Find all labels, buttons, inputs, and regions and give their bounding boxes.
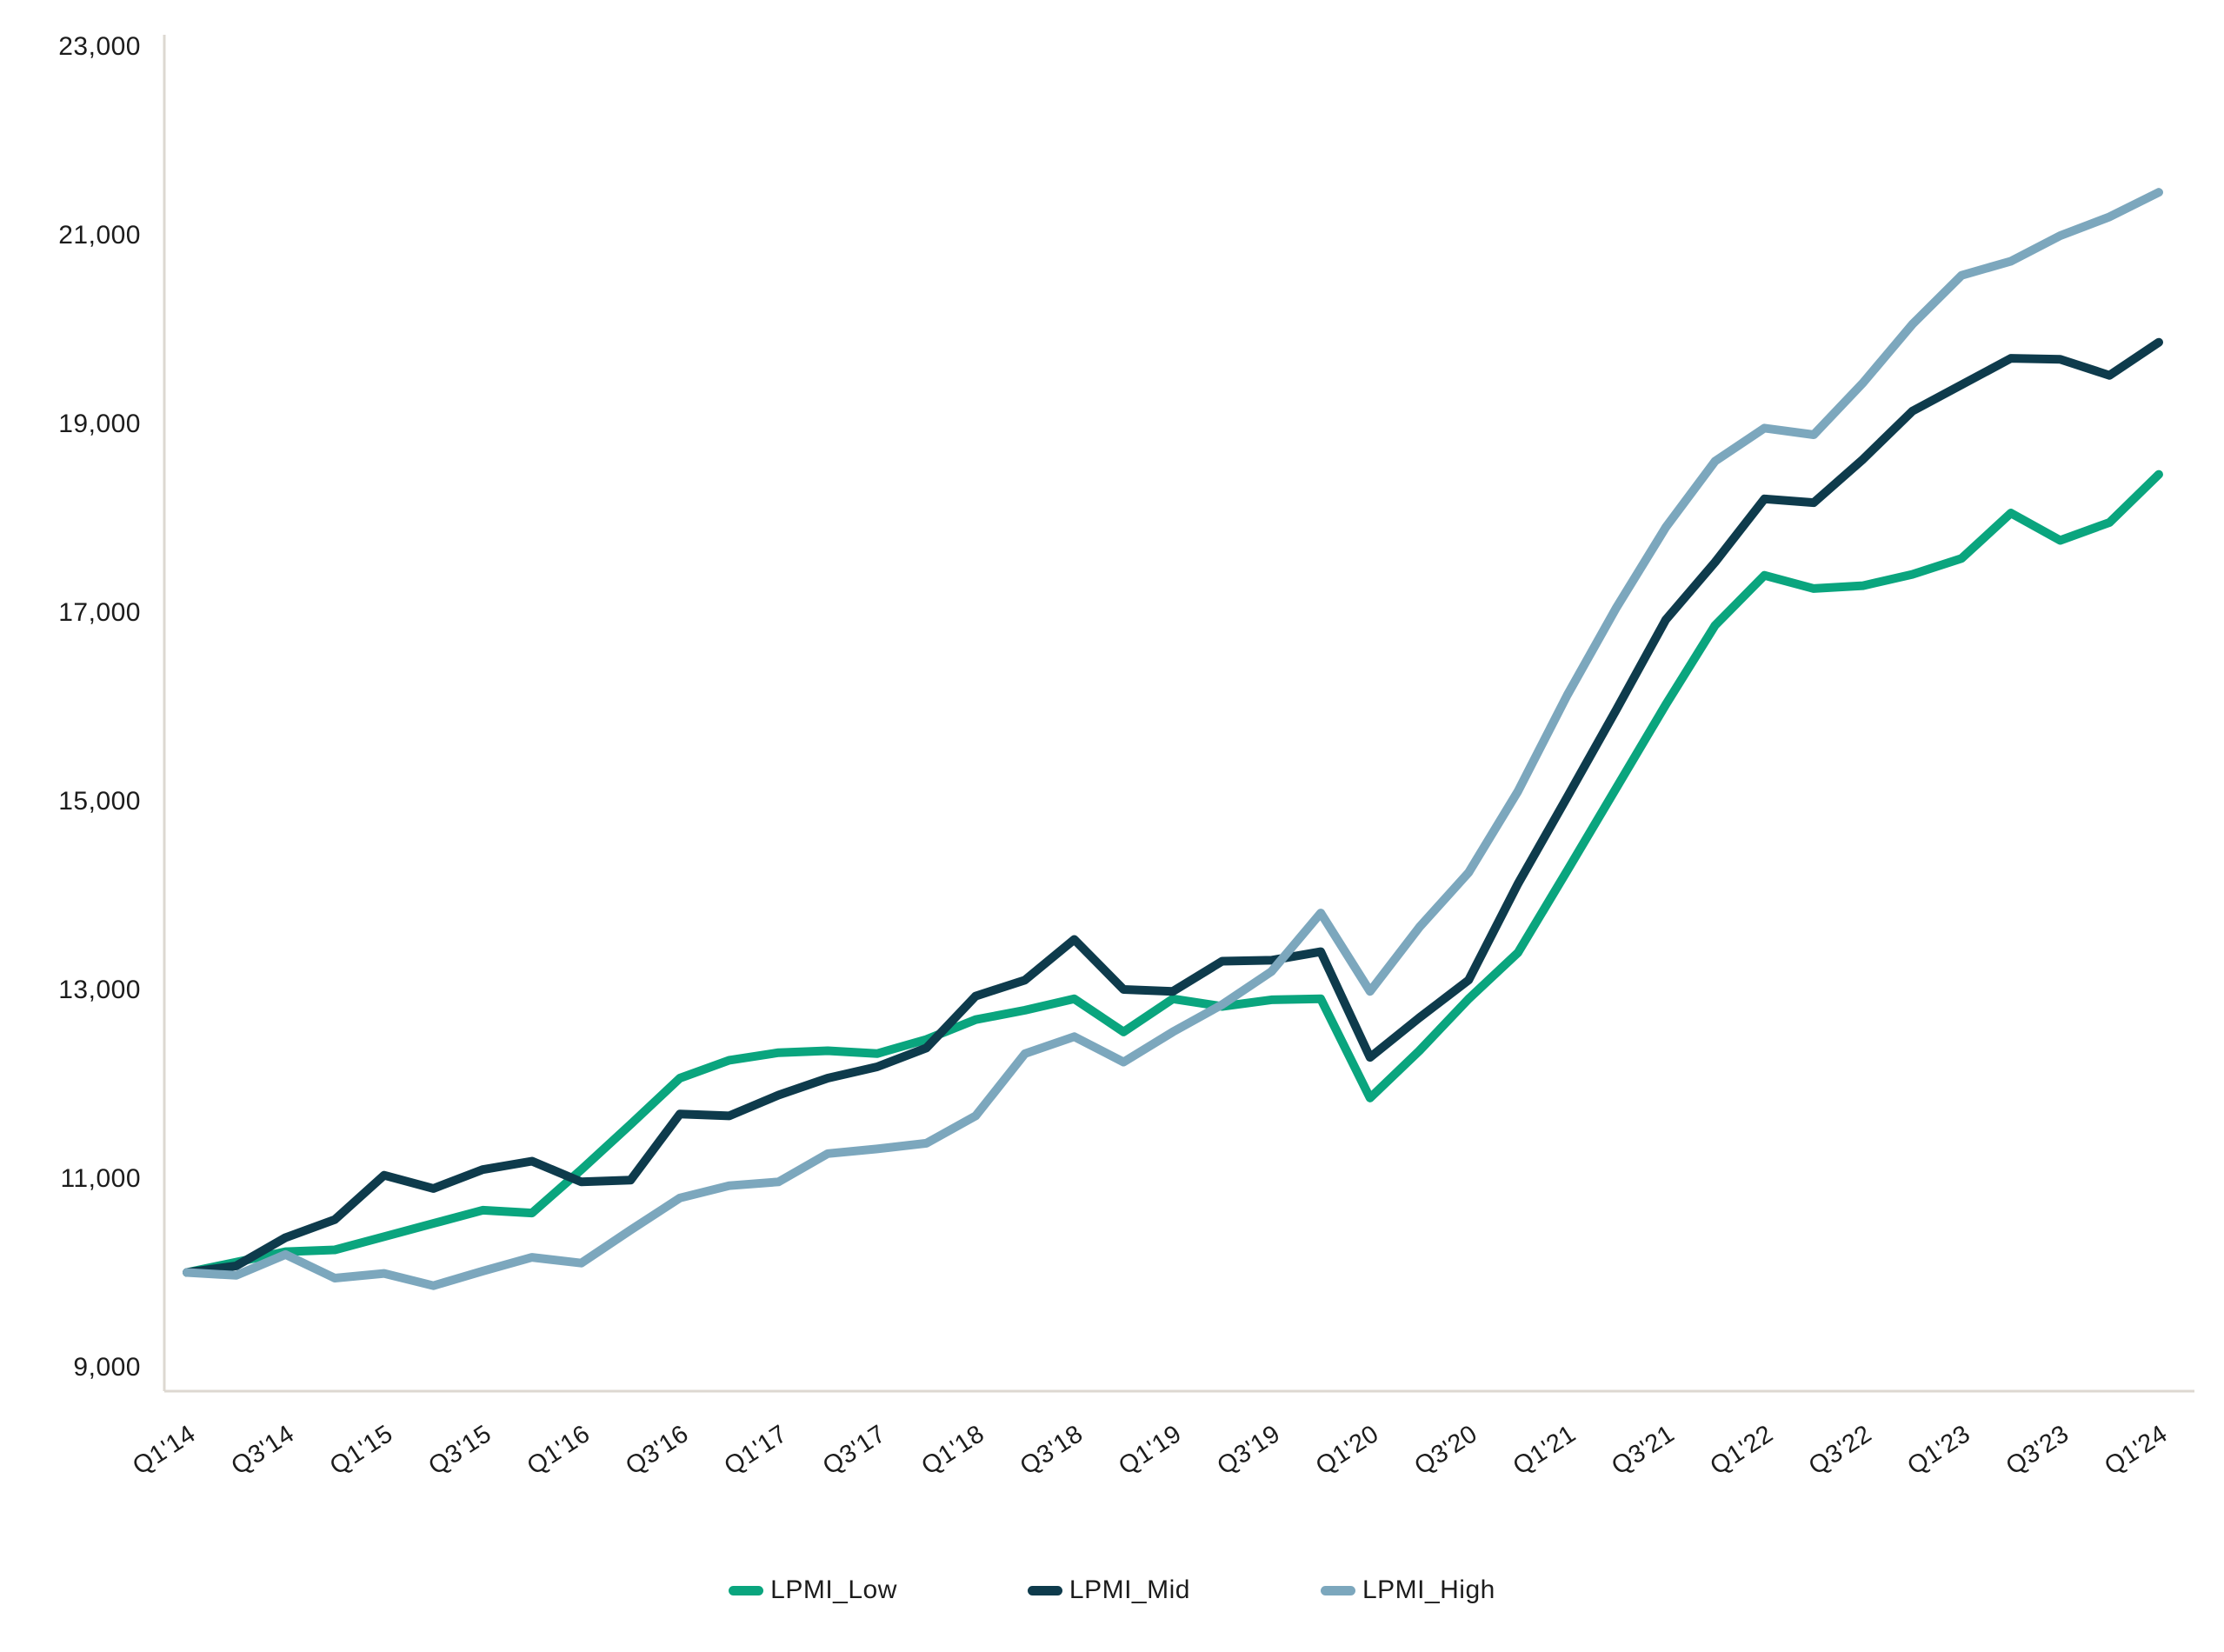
y-axis-label: 11,000 [60, 1164, 141, 1193]
x-axis-label: Q3'17 [818, 1420, 891, 1481]
legend-label: LPMI_High [1362, 1575, 1495, 1604]
x-axis-label: Q3'21 [1607, 1420, 1680, 1481]
y-axis-label: 9,000 [73, 1353, 141, 1382]
legend-swatch-icon [729, 1585, 764, 1595]
legend-item-lpmi_low[interactable]: LPMI_Low [729, 1575, 897, 1605]
x-axis-label: Q1'16 [523, 1420, 596, 1481]
series-line-lpmi_low [183, 470, 2163, 1277]
legend-item-lpmi_mid[interactable]: LPMI_Mid [1027, 1575, 1190, 1605]
x-axis-label: Q3'15 [423, 1420, 496, 1481]
x-axis-label: Q3'18 [1015, 1420, 1089, 1481]
x-axis-label: Q3'20 [1409, 1420, 1482, 1481]
x-axis-label: Q1'20 [1311, 1420, 1384, 1481]
legend-label: LPMI_Low [770, 1575, 897, 1604]
legend-item-lpmi_high[interactable]: LPMI_High [1320, 1575, 1495, 1605]
y-axis-label: 19,000 [58, 410, 141, 438]
x-axis-label: Q1'17 [720, 1420, 793, 1481]
legend-label: LPMI_Mid [1069, 1575, 1190, 1604]
x-axis-label: Q1'15 [325, 1420, 398, 1481]
legend-swatch-icon [1027, 1585, 1062, 1595]
legend-swatch-icon [1320, 1585, 1355, 1595]
x-axis-label: Q1'21 [1508, 1420, 1581, 1481]
y-axis-label: 15,000 [58, 787, 141, 816]
x-axis-label: Q3'14 [227, 1420, 300, 1481]
x-axis-label: Q1'19 [1114, 1420, 1187, 1481]
x-axis-label: Q1'18 [916, 1420, 989, 1481]
series-line-lpmi_mid [183, 337, 2163, 1277]
x-axis-label: Q3'19 [1213, 1420, 1286, 1481]
x-axis-label: Q1'23 [1902, 1420, 1975, 1481]
y-axis-label: 17,000 [58, 598, 141, 627]
y-axis-label: 21,000 [58, 221, 141, 250]
x-axis-label: Q3'16 [621, 1420, 694, 1481]
y-axis-label: 23,000 [58, 32, 141, 61]
x-axis-label: Q1'14 [128, 1420, 201, 1481]
y-axis-label: 13,000 [58, 976, 141, 1004]
x-axis-label: Q1'24 [2100, 1420, 2173, 1481]
chart-legend: LPMI_Low LPMI_Mid LPMI_High [0, 1575, 2224, 1605]
x-axis-label: Q3'23 [2001, 1420, 2074, 1481]
series-line-lpmi_high [183, 188, 2163, 1290]
x-axis-label: Q3'22 [1804, 1420, 1877, 1481]
x-axis-label: Q1'22 [1706, 1420, 1779, 1481]
